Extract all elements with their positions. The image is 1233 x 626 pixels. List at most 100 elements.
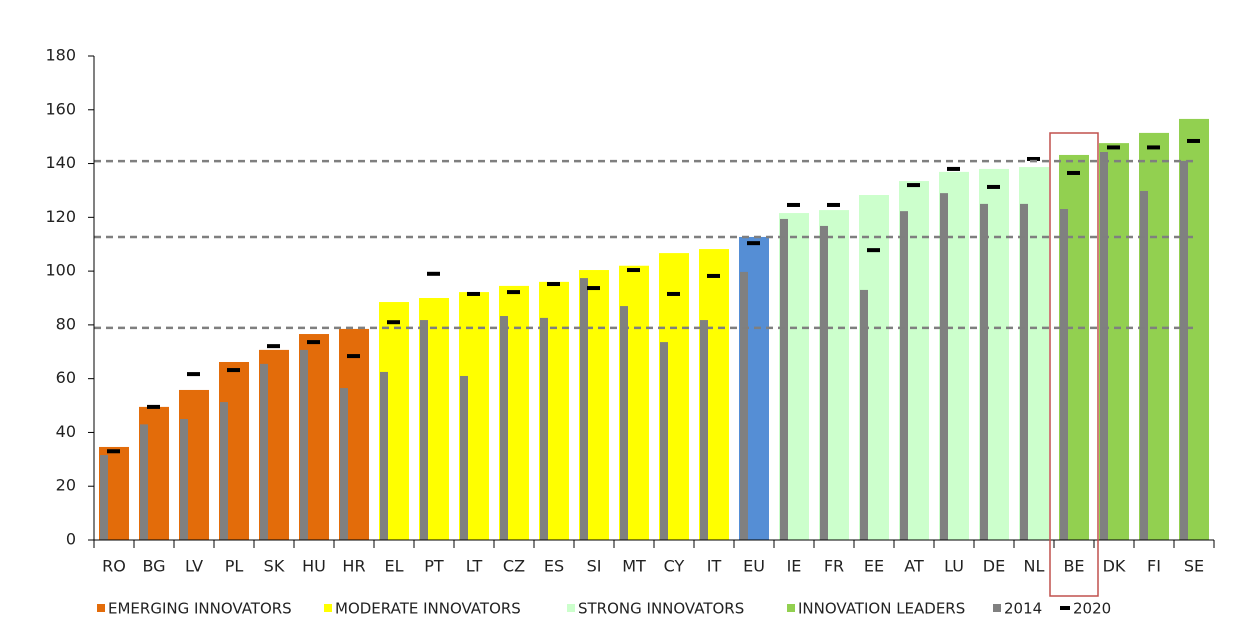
dash-2020 [627, 268, 640, 273]
x-tick-label: NL [1024, 557, 1045, 576]
dash-2020 [1067, 170, 1080, 175]
bar-2014 [740, 271, 748, 540]
y-tick-label: 120 [45, 207, 76, 226]
bar-2014 [340, 388, 348, 540]
legend-label: INNOVATION LEADERS [798, 600, 965, 618]
bar-2014 [260, 363, 268, 540]
bar-2014 [580, 278, 588, 540]
y-tick-label: 20 [56, 476, 76, 495]
dash-2020 [427, 271, 440, 276]
legend-swatch [324, 604, 332, 612]
x-tick-label: EL [384, 557, 403, 576]
legend-swatch [993, 604, 1001, 612]
x-tick-label: AT [904, 557, 924, 576]
dash-2020 [187, 372, 200, 377]
x-tick-label: FI [1147, 557, 1161, 576]
bar-2014 [860, 289, 868, 540]
dash-2020 [587, 286, 600, 291]
bar-2014 [1140, 190, 1148, 540]
x-tick-label: SI [587, 557, 602, 576]
x-tick-label: IE [787, 557, 802, 576]
dash-2020 [867, 248, 880, 253]
dash-2020 [507, 290, 520, 295]
dash-2020 [747, 241, 760, 246]
legend-swatch [787, 604, 795, 612]
dash-2020 [827, 202, 840, 207]
bar-2014 [1180, 160, 1188, 540]
x-tick-label: HU [302, 557, 326, 576]
bar-2014 [100, 455, 108, 540]
x-tick-label: LU [944, 557, 964, 576]
x-tick-label: ES [544, 557, 564, 576]
legend-label: MODERATE INNOVATORS [335, 600, 521, 618]
bar-2014 [500, 316, 508, 540]
y-tick-label: 140 [45, 153, 76, 172]
dash-2020 [547, 282, 560, 287]
bar-2014 [180, 419, 188, 540]
dash-2020 [1107, 145, 1120, 150]
bar-2014 [460, 375, 468, 540]
legend-label: STRONG INNOVATORS [578, 600, 744, 618]
dash-2020 [387, 320, 400, 325]
bar-2014 [1020, 203, 1028, 540]
dash-2020 [787, 202, 800, 207]
dash-2020 [947, 166, 960, 171]
dash-2020 [227, 368, 240, 373]
x-tick-label: BG [142, 557, 165, 576]
dash-2020 [667, 291, 680, 296]
y-tick-label: 180 [45, 46, 76, 65]
x-tick-label: PT [424, 557, 444, 576]
x-tick-label: DK [1103, 557, 1126, 576]
bar-2014 [1100, 151, 1108, 540]
legend-label: EMERGING INNOVATORS [108, 600, 292, 618]
x-tick-label: SE [1184, 557, 1204, 576]
legend-swatch [567, 604, 575, 612]
x-tick-label: SK [264, 557, 285, 576]
dash-2020 [267, 344, 280, 349]
bar-2014 [220, 402, 228, 540]
legend-swatch [97, 604, 105, 612]
x-tick-label: FR [824, 557, 844, 576]
bar-2014 [300, 349, 308, 540]
legend-swatch [1060, 606, 1070, 610]
x-tick-label: DE [983, 557, 1005, 576]
dash-2020 [107, 449, 120, 454]
bar-2014 [780, 218, 788, 541]
dash-2020 [987, 184, 1000, 189]
bar-2014 [140, 424, 148, 540]
dash-2020 [147, 404, 160, 409]
x-tick-label: LV [185, 557, 203, 576]
x-tick-label: EU [743, 557, 765, 576]
bar-2014 [620, 306, 628, 540]
dash-2020 [1027, 156, 1040, 161]
legend-label: 2020 [1073, 600, 1111, 618]
y-tick-label: 80 [56, 314, 76, 333]
x-tick-label: EE [864, 557, 884, 576]
x-tick-label: RO [102, 557, 126, 576]
y-tick-label: 100 [45, 261, 76, 280]
bar-2014 [660, 342, 668, 540]
bar-2014 [940, 193, 948, 540]
bar-2014 [1060, 208, 1068, 540]
x-tick-label: PL [225, 557, 244, 576]
dash-2020 [707, 273, 720, 278]
y-tick-label: 0 [66, 530, 76, 549]
bar-2014 [380, 371, 388, 540]
y-tick-label: 160 [45, 99, 76, 118]
x-tick-label: IT [707, 557, 722, 576]
x-tick-label: BE [1063, 557, 1084, 576]
x-tick-label: MT [622, 557, 646, 576]
x-tick-label: CY [664, 557, 685, 576]
bar-2014 [420, 320, 428, 540]
bar-2014 [980, 203, 988, 540]
dash-2020 [907, 183, 920, 188]
bar-2014 [820, 225, 828, 540]
bar-2014 [700, 320, 708, 540]
legend-label: 2014 [1004, 600, 1042, 618]
dash-2020 [307, 340, 320, 345]
x-tick-label: HR [342, 557, 365, 576]
y-tick-label: 60 [56, 368, 76, 387]
bar-2014 [540, 317, 548, 540]
highlight-box [1049, 132, 1099, 597]
